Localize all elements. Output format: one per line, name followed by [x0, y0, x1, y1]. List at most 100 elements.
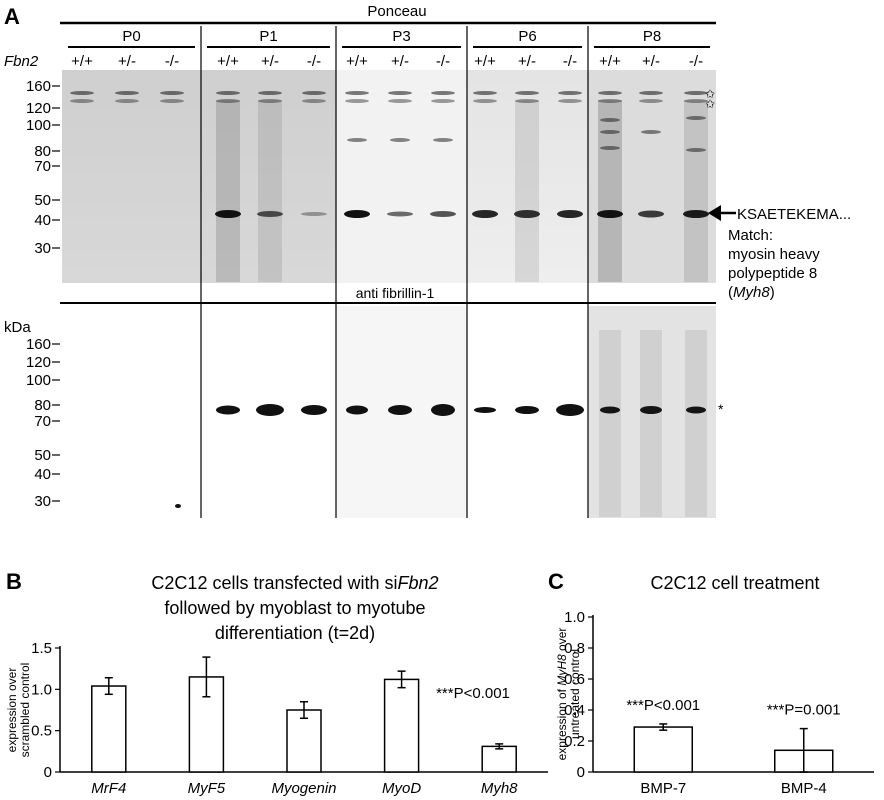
y-tick-label: 1.0	[564, 609, 585, 626]
marker-label: 160	[26, 78, 51, 95]
panel-b: B C2C12 cells transfected with siFbn2 fo…	[5, 569, 548, 797]
blot-band	[600, 118, 620, 122]
y-tick-label: 0.5	[31, 723, 52, 740]
bar-myod	[383, 678, 420, 773]
panel-b-significance: ***P<0.001	[436, 685, 510, 702]
significance-label: ***P<0.001	[626, 697, 700, 714]
genotype-label: -/-	[165, 53, 179, 70]
blot-band	[433, 138, 453, 142]
blot-band	[160, 91, 184, 95]
panel-b-title-line2: followed by myoblast to myotube	[164, 598, 425, 618]
ponceau-panel-p6	[467, 70, 588, 283]
group-label-p0: P0	[122, 28, 140, 45]
blot-band	[430, 211, 456, 217]
panel-c-letter: C	[548, 569, 564, 594]
blot-band	[344, 210, 370, 218]
blot-band	[474, 407, 496, 413]
marker-label: 40	[34, 466, 51, 483]
blot-band	[472, 210, 498, 218]
panel-c-title: C2C12 cell treatment	[650, 573, 819, 593]
genotype-label: -/-	[436, 53, 450, 70]
ponceau-blot	[62, 70, 716, 283]
blot-band	[515, 91, 539, 95]
marker-label: 100	[26, 117, 51, 134]
marker-label: 160	[26, 336, 51, 353]
sequence-text: KSAETEKEMA...	[737, 206, 851, 223]
blot-band	[515, 99, 539, 103]
y-tick-label: 1.5	[31, 640, 52, 657]
ponceau-panel-p8	[588, 70, 716, 283]
blot-band	[600, 406, 620, 414]
y-tick-label: 0.4	[564, 702, 585, 719]
panel-c-ylabel-line2: untreated control	[568, 649, 582, 739]
panel-c: C C2C12 cell treatment expression of MyH…	[548, 569, 874, 797]
genotype-label: +/+	[71, 53, 93, 70]
anti-bands	[175, 330, 707, 517]
group-headers: P0 +/+ +/- -/- P1 +/+ +/- -/- P3 +/+ +/- -/- P6 +/+ +/…	[68, 28, 710, 70]
blot-band	[639, 91, 663, 95]
marker-label: 50	[34, 447, 51, 464]
blot-band	[346, 405, 368, 415]
y-tick-label: 0	[577, 764, 585, 781]
genotype-label: +/-	[261, 53, 279, 70]
blot-band	[600, 130, 620, 134]
genotype-label: -/-	[307, 53, 321, 70]
ponceau-panel-p0	[62, 70, 201, 283]
blot-band	[216, 405, 240, 415]
blot-band	[387, 211, 413, 217]
marker-label: 30	[34, 240, 51, 257]
blot-band	[256, 404, 284, 416]
bar-myogenin	[286, 709, 322, 773]
match-line3: polypeptide 8	[728, 265, 817, 282]
y-tick-label: 1.0	[31, 681, 52, 698]
blot-smear	[640, 330, 662, 517]
match-line2: myosin heavy	[728, 246, 820, 263]
category-label-bmp-7: BMP-7	[640, 780, 686, 797]
genotype-label: +/-	[642, 53, 660, 70]
match-gene: (Myh8)	[728, 284, 775, 301]
blot-band	[302, 91, 326, 95]
marker-label: 50	[34, 192, 51, 209]
marker-label: 30	[34, 493, 51, 510]
y-tick-label: 0.2	[564, 733, 585, 750]
blot-band	[257, 211, 283, 217]
category-label-mrf4: MrF4	[91, 780, 126, 797]
blot-band	[684, 91, 708, 95]
y-tick-label: 0.6	[564, 671, 585, 688]
ponceau-bands	[70, 91, 709, 282]
blot-band	[70, 99, 94, 103]
blot-band	[160, 99, 184, 103]
blot-band	[345, 99, 369, 103]
group-label-p3: P3	[392, 28, 410, 45]
marker-label: 40	[34, 212, 51, 229]
bar-bmp-7	[633, 726, 693, 773]
genotype-label: +/+	[599, 53, 621, 70]
chart-b: 0 0.5 1.0 1.5 MrF4 MyF5 Myogenin MyoD Myh8	[31, 640, 548, 797]
genotype-label: +/+	[346, 53, 368, 70]
genotype-label: +/-	[391, 53, 409, 70]
blot-band	[301, 405, 327, 415]
blot-band	[216, 99, 240, 103]
blot-band	[115, 91, 139, 95]
marker-label: 120	[26, 100, 51, 117]
blot-band	[431, 91, 455, 95]
marker-label: 100	[26, 372, 51, 389]
blot-band	[641, 130, 661, 134]
blot-band	[686, 406, 706, 414]
blot-band	[115, 99, 139, 103]
blot-smear	[216, 100, 240, 282]
blot-band	[558, 91, 582, 95]
blot-band	[301, 212, 327, 216]
blot-band	[686, 116, 706, 120]
panel-c-ylabel-line1: expression of MyH8 over	[555, 628, 569, 761]
blot-band	[514, 210, 540, 218]
y-tick-label: 0	[44, 764, 52, 781]
blot-band	[598, 99, 622, 103]
blot-smear	[684, 100, 708, 282]
blot-smear	[258, 100, 282, 282]
fbn2-row-label: Fbn2	[4, 53, 39, 70]
panel-b-title-line3: differentiation (t=2d)	[215, 623, 375, 643]
blot-band	[597, 210, 623, 218]
